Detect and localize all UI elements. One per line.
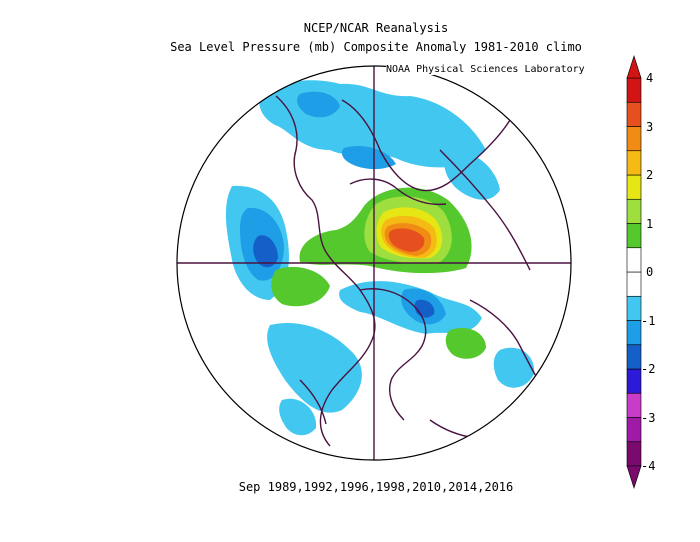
colorbar-tick-label: 3	[646, 119, 654, 134]
hemisphere-boundary	[176, 65, 572, 461]
colorbar-tick-label: 0	[646, 265, 654, 279]
colorbar-tick-label: -1	[641, 313, 656, 328]
colorbar-segment	[626, 126, 642, 152]
colorbar-tick-label: -4	[641, 459, 656, 473]
colorbar-tick-label: 1	[646, 216, 654, 231]
negative-anomaly-core	[253, 235, 278, 268]
colorbar-tick-label: -2	[641, 362, 656, 376]
negative-anomaly-region	[267, 322, 362, 413]
colorbar	[626, 55, 642, 489]
positive-anomaly-region	[271, 266, 330, 307]
composite-period: Sep 1989,1992,1996,1998,2010,2014,2016	[238, 480, 514, 494]
colorbar-segment	[626, 441, 642, 467]
colorbar-tick-label: 4	[646, 71, 654, 85]
colorbar-segment	[626, 223, 642, 249]
colorbar-segment	[626, 368, 642, 394]
colorbar-segment	[626, 77, 642, 103]
colorbar-segment	[626, 344, 642, 370]
coastlines	[275, 95, 551, 447]
colorbar-segment	[626, 174, 642, 200]
negative-anomaly-core	[297, 91, 340, 118]
colorbar-segment	[626, 417, 642, 443]
colorbar-segment	[626, 295, 642, 321]
colorbar-max-arrow	[626, 55, 642, 79]
colorbar-segment	[626, 271, 642, 297]
colorbar-tick-label: -3	[641, 410, 656, 425]
colorbar-segment	[626, 198, 642, 224]
colorbar-segment	[626, 150, 642, 176]
map-title: NCEP/NCAR Reanalysis	[303, 21, 449, 35]
credit-text: NOAA Physical Sciences Laboratory	[386, 64, 585, 75]
positive-anomaly-region	[445, 328, 486, 359]
colorbar-segment	[626, 392, 642, 418]
negative-anomaly-region	[444, 150, 500, 200]
colorbar-segment	[626, 247, 642, 273]
positive-anomaly-core	[388, 228, 425, 252]
negative-anomaly-region	[279, 398, 317, 436]
colorbar-tick-label: 2	[646, 168, 654, 182]
colorbar-segment	[626, 320, 642, 346]
colorbar-segment	[626, 101, 642, 127]
colorbar-min-arrow	[626, 465, 642, 489]
negative-anomaly-core	[341, 145, 396, 170]
anomaly-field	[177, 66, 571, 460]
map-subtitle: Sea Level Pressure (mb) Composite Anomal…	[170, 40, 582, 54]
negative-anomaly-region	[493, 347, 535, 388]
